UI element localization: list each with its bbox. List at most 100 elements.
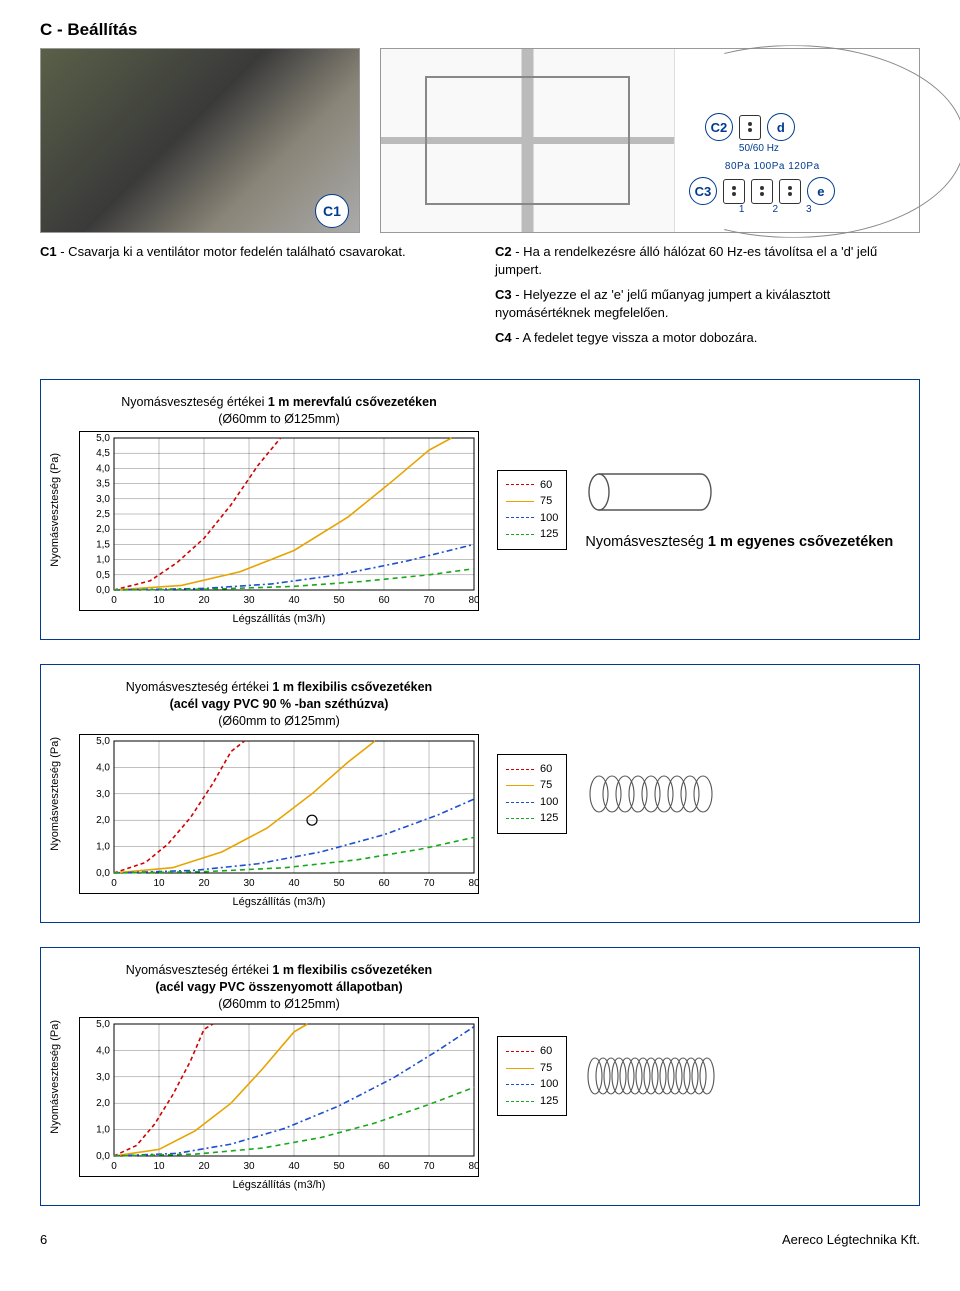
c1-circle-label: C1 [315,194,349,228]
chart3-plot: 010203040506070800,01,02,03,04,05,0 [79,1017,479,1177]
pipe-icon [585,769,725,819]
svg-text:2,5: 2,5 [96,509,110,520]
svg-text:40: 40 [288,595,300,606]
svg-text:50: 50 [333,878,345,889]
pa-labels: 80Pa 100Pa 120Pa [725,161,820,172]
chart2-plot: 010203040506070800,01,02,03,04,05,0 [79,734,479,894]
chart3-frame: Nyomásveszteség (Pa) Nyomásveszteség ért… [40,947,920,1206]
svg-text:4,5: 4,5 [96,449,110,460]
svg-text:70: 70 [423,1161,435,1172]
legend-item: 60 [506,477,558,494]
svg-text:60: 60 [378,878,390,889]
chart-title: Nyomásveszteség értékei 1 m flexibilis c… [126,962,432,1013]
svg-text:0: 0 [111,878,117,889]
c3-circle-label: C3 [689,177,717,205]
pipe-icon [585,467,715,517]
svg-text:4,0: 4,0 [96,1045,110,1056]
svg-text:2,0: 2,0 [96,525,110,536]
chart1-plot: 010203040506070800,00,51,01,52,02,53,03,… [79,431,479,611]
x-axis-label: Légszállítás (m3/h) [233,896,326,908]
svg-text:20: 20 [198,595,210,606]
y-axis-label: Nyomásveszteség (Pa) [49,737,61,851]
svg-text:10: 10 [153,878,165,889]
instr-c4: C4 - A fedelet tegye vissza a motor dobo… [495,329,920,347]
svg-text:10: 10 [153,595,165,606]
svg-text:70: 70 [423,595,435,606]
svg-text:30: 30 [243,595,255,606]
svg-text:80: 80 [468,878,479,889]
svg-text:1,5: 1,5 [96,540,110,551]
svg-text:2,0: 2,0 [96,815,110,826]
chart2-frame: Nyomásveszteség (Pa) Nyomásveszteség ért… [40,664,920,923]
svg-text:4,0: 4,0 [96,763,110,774]
svg-text:0: 0 [111,1161,117,1172]
svg-text:20: 20 [198,1161,210,1172]
svg-text:3,0: 3,0 [96,494,110,505]
svg-text:3,5: 3,5 [96,479,110,490]
svg-text:40: 40 [288,878,300,889]
svg-text:30: 30 [243,878,255,889]
d-circle-label: d [767,113,795,141]
x-axis-label: Légszállítás (m3/h) [233,1179,326,1191]
svg-text:0,0: 0,0 [96,1151,110,1162]
instr-c2: C2 - Ha a rendelkezésre álló hálózat 60 … [495,243,920,278]
pipe-icon [585,1051,725,1101]
svg-text:0,0: 0,0 [96,868,110,879]
top-row: C1 C2 d 50/60 Hz 80Pa 100Pa 120Pa C3 e [40,48,920,233]
svg-text:60: 60 [378,1161,390,1172]
pa-nums: 123 [739,204,812,215]
legend-item: 75 [506,1060,558,1077]
hz-label: 50/60 Hz [739,143,779,154]
svg-text:50: 50 [333,1161,345,1172]
jumper-d [739,115,761,140]
x-axis-label: Légszállítás (m3/h) [233,613,326,625]
instr-c3: C3 - Helyezze el az 'e' jelű műanyag jum… [495,286,920,321]
y-axis-label: Nyomásveszteség (Pa) [49,1020,61,1134]
svg-text:4,0: 4,0 [96,464,110,475]
legend-item: 125 [506,810,558,827]
motor-photo: C1 [40,48,360,233]
svg-text:5,0: 5,0 [96,736,110,747]
legend-item: 60 [506,1043,558,1060]
legend-item: 60 [506,761,558,778]
side-caption: Nyomásveszteség 1 m egyenes csővezetéken [585,533,893,552]
legend-item: 125 [506,1093,558,1110]
c2-circle-label: C2 [705,113,733,141]
page-number: 6 [40,1232,47,1247]
legend: 60 75 100 125 [497,470,567,550]
svg-text:80: 80 [468,595,479,606]
legend: 60 75 100 125 [497,1036,567,1116]
footer: 6 Aereco Légtechnika Kft. [40,1232,920,1247]
pcb-diagram: C2 d 50/60 Hz 80Pa 100Pa 120Pa C3 e 123 [380,48,920,233]
legend-item: 100 [506,510,558,527]
svg-text:30: 30 [243,1161,255,1172]
svg-text:80: 80 [468,1161,479,1172]
jumper-e3 [779,179,801,204]
instr-c1: C1 - Csavarja ki a ventilátor motor fede… [40,243,465,261]
svg-text:1,0: 1,0 [96,1124,110,1135]
chart-title: Nyomásveszteség értékei 1 m merevfalú cs… [121,394,436,428]
e-circle-label: e [807,177,835,205]
svg-text:2,0: 2,0 [96,1098,110,1109]
instructions: C1 - Csavarja ki a ventilátor motor fede… [40,243,920,355]
svg-text:60: 60 [378,595,390,606]
legend-item: 75 [506,777,558,794]
legend-item: 75 [506,493,558,510]
svg-text:1,0: 1,0 [96,842,110,853]
chart1-frame: Nyomásveszteség (Pa) Nyomásveszteség ért… [40,379,920,641]
y-axis-label: Nyomásveszteség (Pa) [49,453,61,567]
svg-text:0: 0 [111,595,117,606]
svg-text:5,0: 5,0 [96,1019,110,1030]
jumper-e2 [751,179,773,204]
legend-item: 100 [506,1076,558,1093]
footer-company: Aereco Légtechnika Kft. [782,1232,920,1247]
svg-text:3,0: 3,0 [96,789,110,800]
svg-text:5,0: 5,0 [96,433,110,444]
svg-text:0,0: 0,0 [96,585,110,596]
svg-text:0,5: 0,5 [96,570,110,581]
legend: 60 75 100 125 [497,754,567,834]
svg-text:70: 70 [423,878,435,889]
svg-text:3,0: 3,0 [96,1072,110,1083]
svg-text:50: 50 [333,595,345,606]
svg-text:40: 40 [288,1161,300,1172]
